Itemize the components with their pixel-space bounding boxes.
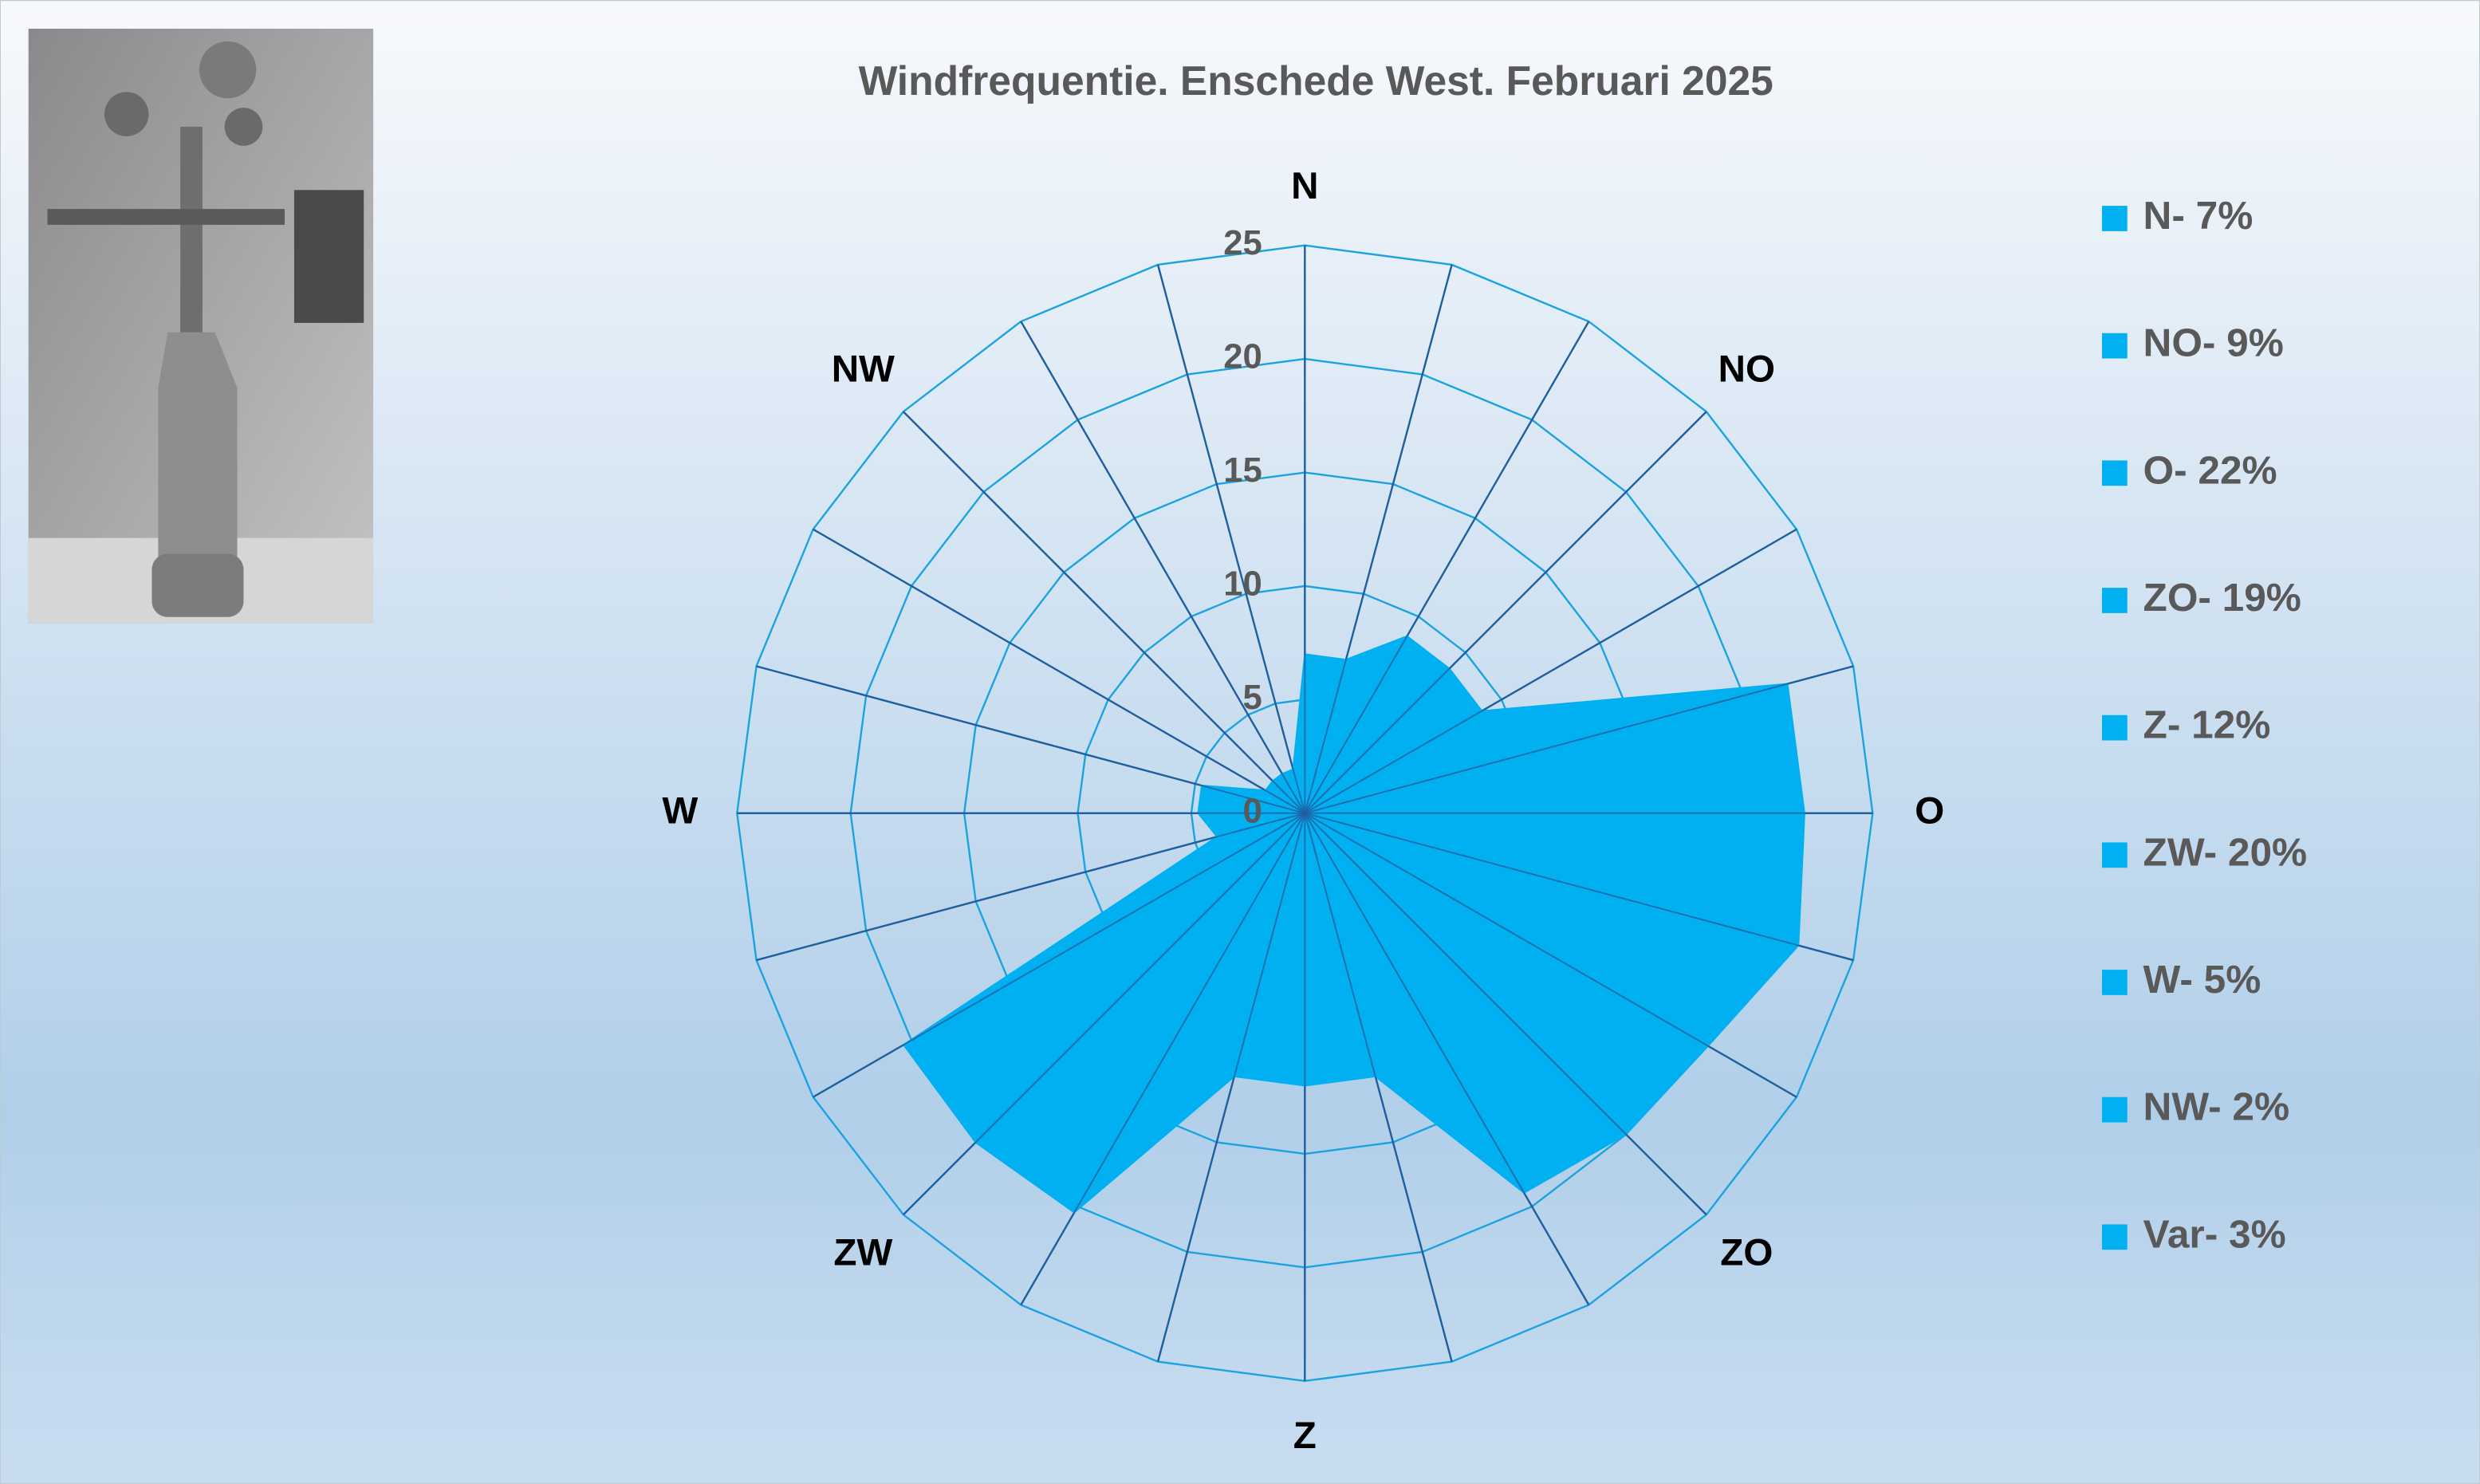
r-tick-label: 25 — [1223, 224, 1262, 262]
legend-label: NO- 9% — [2143, 321, 2284, 365]
spoke-overlay — [1304, 813, 1590, 1305]
legend-label: W- 5% — [2143, 957, 2262, 1002]
legend-swatch — [2101, 1096, 2128, 1123]
spoke-overlay — [1304, 813, 1707, 1215]
legend-label: ZO- 19% — [2143, 575, 2301, 620]
spoke-overlay — [756, 812, 1305, 962]
spoke-overlay — [813, 528, 1305, 814]
category-label: W — [662, 789, 698, 832]
legend-swatch — [2101, 588, 2128, 613]
spoke-overlay — [1020, 813, 1306, 1305]
spoke-overlay — [903, 411, 1306, 814]
legend-label: NW- 2% — [2143, 1084, 2290, 1129]
r-tick-label: 20 — [1223, 338, 1262, 376]
spoke-overlay — [1305, 812, 1854, 962]
category-label: Z — [1293, 1415, 1317, 1457]
spoke-overlay — [756, 665, 1305, 814]
category-label: ZW — [833, 1231, 892, 1273]
spoke-overlay — [1304, 813, 1453, 1362]
spoke-overlay — [1304, 321, 1590, 814]
spoke-overlay — [1020, 321, 1306, 814]
spoke-overlay — [1304, 528, 1797, 814]
category-label: O — [1915, 789, 1944, 832]
spoke-overlay — [903, 813, 1306, 1215]
legend-swatch — [2101, 842, 2128, 868]
legend-swatch — [2101, 206, 2128, 231]
legend-swatch — [2101, 460, 2128, 486]
legend-label: O- 22% — [2143, 447, 2277, 492]
spoke-overlay — [1304, 264, 1453, 814]
chart-title: Windfrequentie. Enschede West. Februari … — [859, 57, 1773, 104]
category-label: NO — [1718, 348, 1775, 390]
r-tick-label: 10 — [1223, 565, 1262, 603]
spoke-overlay — [1304, 411, 1707, 814]
r-tick-label: 15 — [1223, 451, 1262, 490]
spoke-overlay — [813, 812, 1305, 1098]
legend-swatch — [2101, 1224, 2128, 1250]
r-tick-label: 0 — [1243, 792, 1262, 830]
category-label: ZO — [1720, 1231, 1773, 1273]
legend-label: Var- 3% — [2143, 1211, 2286, 1256]
legend-swatch — [2101, 333, 2128, 359]
category-label: N — [1291, 165, 1318, 207]
spoke-overlay — [1157, 813, 1306, 1362]
legend-swatch — [2101, 970, 2128, 995]
category-label: NW — [832, 348, 895, 390]
legend-label: Z- 12% — [2143, 703, 2271, 747]
legend-swatch — [2101, 714, 2128, 741]
spoke-overlay — [1157, 264, 1306, 814]
spoke-overlay — [1305, 665, 1854, 814]
legend-label: ZW- 20% — [2143, 829, 2308, 874]
spoke-overlay — [1304, 812, 1797, 1098]
legend-label: N- 7% — [2143, 193, 2254, 238]
photo — [28, 28, 374, 624]
r-tick-label: 5 — [1243, 679, 1262, 717]
